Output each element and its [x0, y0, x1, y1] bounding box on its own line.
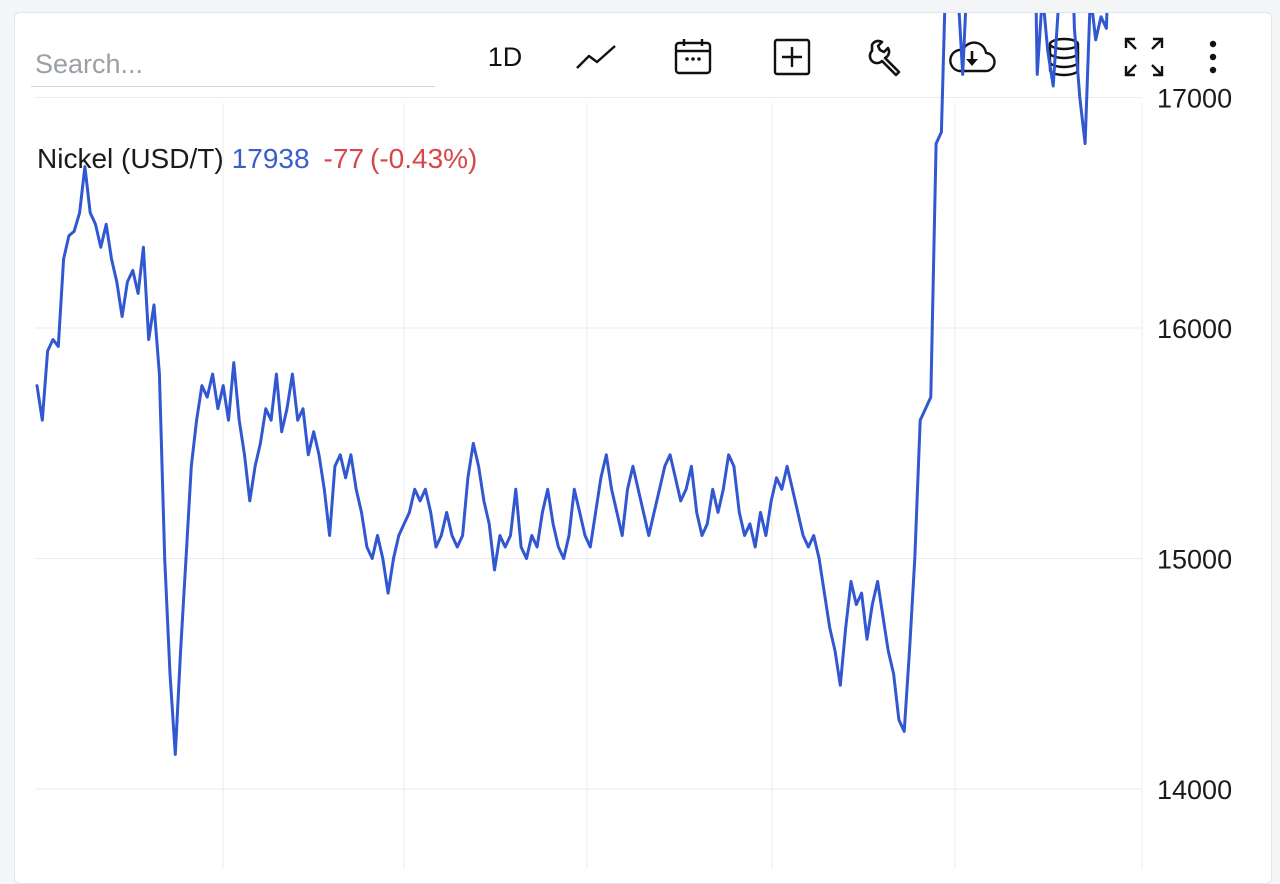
- chart-type-button[interactable]: [571, 31, 623, 83]
- cloud-download-icon: [949, 41, 996, 73]
- download-button[interactable]: [942, 31, 1002, 83]
- add-indicator-button[interactable]: [766, 31, 818, 83]
- y-tick-label: 16000: [1157, 314, 1232, 344]
- fullscreen-icon: [1124, 37, 1164, 77]
- toolbar: 1D: [15, 13, 1271, 99]
- interval-button[interactable]: 1D: [487, 41, 523, 72]
- y-tick-label: 14000: [1157, 775, 1232, 805]
- y-tick-label: 15000: [1157, 545, 1232, 575]
- nickel-price-series-line: [35, 13, 1109, 756]
- chart-widget: 1D: [14, 12, 1272, 884]
- settings-button[interactable]: [860, 31, 912, 83]
- y-tick-label: 17000: [1157, 84, 1232, 114]
- price-chart[interactable]: 1400015000160001700019000 17938: [15, 13, 1271, 869]
- line-chart-icon: [576, 45, 616, 69]
- search-input[interactable]: [31, 43, 435, 87]
- more-vert-icon: [1209, 40, 1217, 74]
- legend-price: 17938: [231, 143, 310, 174]
- legend-symbol-name: Nickel (USD/T): [37, 143, 224, 174]
- legend-change-percent: (-0.43%): [370, 143, 478, 174]
- date-range-button[interactable]: [667, 31, 719, 83]
- legend-change: -77: [323, 143, 365, 174]
- fullscreen-button[interactable]: [1118, 31, 1170, 83]
- calendar-icon: [674, 39, 712, 75]
- wrench-icon: [868, 39, 901, 77]
- more-options-button[interactable]: [1193, 31, 1233, 83]
- add-icon: [773, 38, 811, 76]
- chart-legend: Nickel (USD/T) 17938 -77 (-0.43%): [37, 143, 477, 175]
